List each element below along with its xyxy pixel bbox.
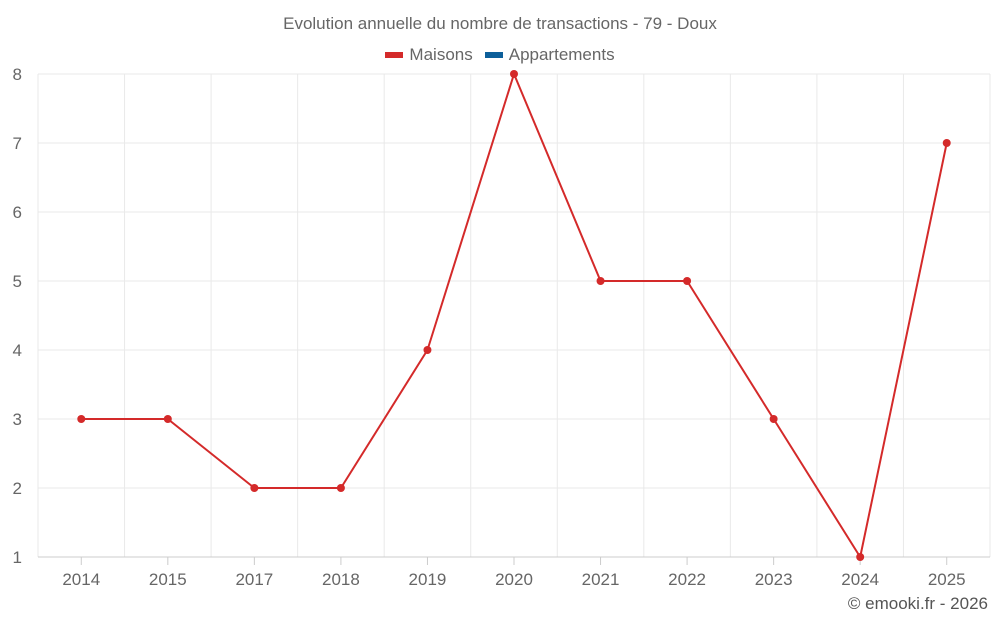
data-point bbox=[769, 415, 778, 423]
y-tick-label: 2 bbox=[13, 479, 22, 498]
chart-title: Evolution annuelle du nombre de transact… bbox=[283, 14, 717, 33]
data-point bbox=[163, 415, 172, 423]
x-tick-label: 2025 bbox=[928, 570, 966, 589]
x-tick-label: 2022 bbox=[668, 570, 706, 589]
x-tick-label: 2015 bbox=[149, 570, 187, 589]
legend-item-maisons[interactable]: Maisons bbox=[385, 45, 473, 65]
data-point bbox=[250, 484, 259, 492]
x-tick-label: 2021 bbox=[582, 570, 620, 589]
y-tick-label: 6 bbox=[13, 203, 22, 222]
x-tick-label: 2023 bbox=[755, 570, 793, 589]
legend-swatch-maisons bbox=[385, 52, 404, 58]
data-point bbox=[942, 139, 951, 147]
legend: Maisons Appartements bbox=[0, 45, 1000, 65]
legend-label-appartements: Appartements bbox=[508, 45, 615, 64]
data-point bbox=[510, 70, 518, 78]
legend-label-maisons: Maisons bbox=[409, 45, 473, 64]
credit-text: © emooki.fr - 2026 bbox=[847, 594, 988, 613]
x-tick-label: 2014 bbox=[62, 570, 100, 589]
y-tick-label: 7 bbox=[13, 134, 22, 153]
axes: 1 2 3 4 5 6 7 8 2014 2015 2017 2018 2019 2020 2021 2022… bbox=[13, 65, 990, 589]
y-tick-label: 1 bbox=[13, 548, 22, 567]
legend-swatch-appartements bbox=[484, 52, 503, 58]
data-point bbox=[596, 277, 605, 285]
x-tick-label: 2024 bbox=[841, 570, 879, 589]
x-tick-label: 2017 bbox=[235, 570, 273, 589]
grid bbox=[37, 73, 991, 557]
data-point bbox=[683, 277, 692, 285]
data-point bbox=[336, 484, 345, 492]
x-tick-label: 2018 bbox=[322, 570, 360, 589]
series bbox=[77, 70, 951, 561]
y-tick-label: 8 bbox=[13, 65, 22, 84]
data-point bbox=[423, 346, 432, 354]
x-tick-label: 2019 bbox=[409, 570, 447, 589]
data-point bbox=[77, 415, 86, 423]
data-point bbox=[856, 553, 865, 561]
y-tick-label: 4 bbox=[13, 341, 22, 360]
legend-item-appartements[interactable]: Appartements bbox=[484, 45, 615, 65]
x-tick-label: 2020 bbox=[495, 570, 533, 589]
y-tick-label: 3 bbox=[13, 410, 22, 429]
y-tick-label: 5 bbox=[13, 272, 22, 291]
